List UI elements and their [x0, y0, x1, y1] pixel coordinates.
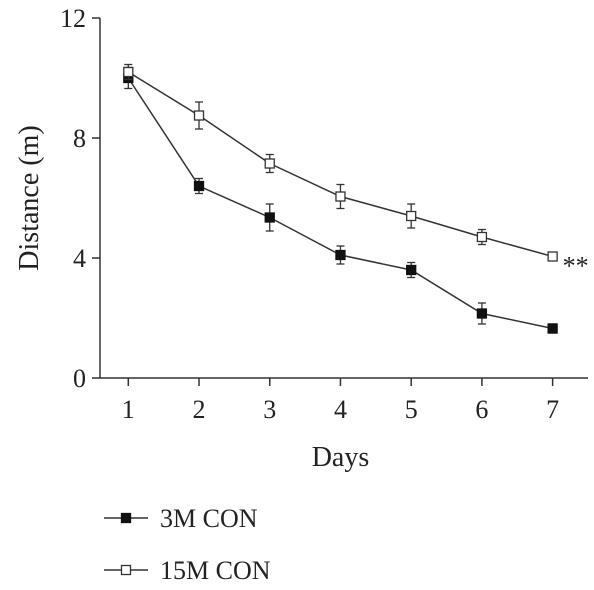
series-layer	[123, 63, 558, 334]
data-point	[335, 191, 346, 202]
legend-marker	[120, 512, 132, 524]
legend-item: 15M CON	[104, 556, 271, 585]
legend-label: 15M CON	[160, 556, 271, 585]
y-axis-label: Distance (m)	[14, 125, 45, 270]
x-tick-label: 6	[475, 395, 488, 424]
data-point	[264, 158, 275, 169]
legend: 3M CON 15M CON	[104, 504, 271, 585]
data-point	[335, 249, 346, 261]
y-tick-label: 8	[73, 124, 86, 153]
data-point	[547, 323, 558, 334]
data-point	[476, 308, 488, 319]
x-tick-label: 3	[263, 395, 276, 424]
data-point	[476, 231, 488, 243]
legend-marker	[120, 564, 132, 576]
x-tick-label: 1	[122, 395, 135, 424]
y-tick-label: 4	[73, 244, 86, 273]
data-point	[264, 212, 275, 223]
legend-label: 3M CON	[160, 504, 258, 533]
x-tick-label: 2	[193, 395, 206, 424]
data-point	[123, 66, 134, 78]
data-point	[406, 264, 417, 276]
significance-annotation: **	[563, 252, 589, 281]
x-tick-label: 4	[334, 395, 347, 424]
legend-item: 3M CON	[104, 504, 258, 533]
x-tick-label: 7	[546, 395, 559, 424]
x-tick-label: 5	[405, 395, 418, 424]
y-tick-label: 0	[73, 364, 86, 393]
data-point	[547, 251, 558, 262]
series-1	[123, 66, 558, 334]
data-point	[406, 210, 417, 222]
series-2	[123, 63, 558, 262]
x-axis-label: Days	[312, 442, 370, 473]
series-line	[127, 71, 553, 258]
y-tick-label: 12	[60, 4, 86, 33]
data-point	[193, 180, 205, 192]
data-point	[193, 110, 205, 121]
